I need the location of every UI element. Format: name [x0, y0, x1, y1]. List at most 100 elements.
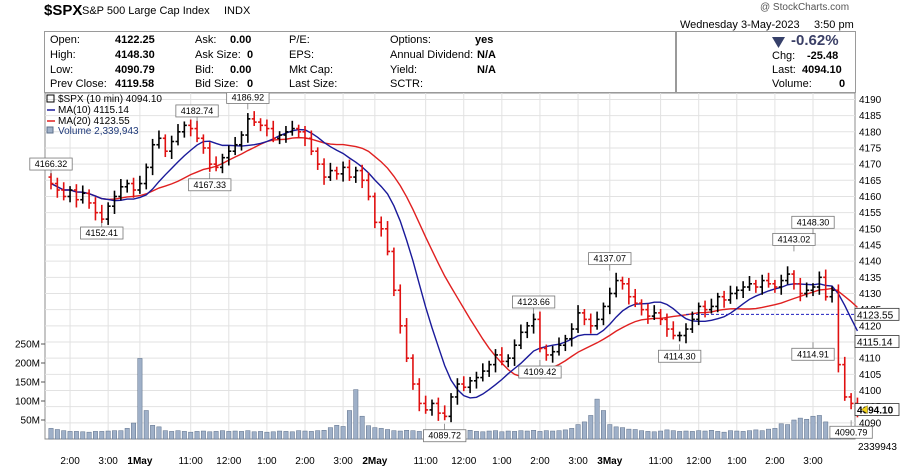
- ohlc-bar: [334, 166, 340, 180]
- bid-size-label: Bid Size:: [195, 78, 239, 90]
- volume-bar: [512, 431, 517, 440]
- volume-bar: [213, 431, 219, 440]
- bid-size-value: 0: [247, 78, 254, 90]
- ohlc-bar: [346, 159, 352, 181]
- time-tick-label: 11:00: [648, 456, 673, 467]
- ohlc-bar: [486, 360, 492, 377]
- volume-bar: [651, 431, 657, 440]
- price-tick-label: 4100: [859, 386, 882, 397]
- volume-bar: [366, 425, 371, 440]
- time-tick-label: 11:00: [414, 456, 439, 467]
- price-callout: 4166.32: [29, 157, 73, 177]
- ohlc-bar: [372, 192, 378, 229]
- ohlc-bar: [239, 131, 244, 151]
- price-tick-label: 4120: [859, 321, 882, 332]
- grid: [45, 93, 855, 439]
- price-tick-label: 4175: [859, 143, 882, 154]
- time-tick-label: 3:00: [568, 456, 588, 467]
- volume-bar: [277, 430, 283, 440]
- ohlc-bar: [61, 182, 67, 201]
- price-tick-label: 4135: [859, 273, 882, 284]
- volume-bar: [232, 430, 238, 440]
- volume-tick-label: 150M: [15, 378, 40, 389]
- ohlc-bar: [842, 356, 848, 401]
- volume-bar: [607, 424, 613, 440]
- callout-box: [772, 232, 816, 246]
- callout-box: [588, 252, 632, 266]
- high-label: High:: [50, 49, 76, 61]
- volume-bar: [327, 427, 333, 440]
- price-tick-label: 4140: [859, 257, 882, 268]
- ohlc-bar: [137, 175, 143, 194]
- ohlc-bar: [810, 283, 816, 297]
- volume-bar: [683, 430, 689, 440]
- ohlc-bar: [226, 145, 232, 166]
- ohlc-bar: [302, 125, 308, 147]
- ohlc-bar: [556, 337, 562, 356]
- callout-box: [188, 178, 232, 192]
- ohlc-bar: [620, 276, 625, 290]
- volume-bar: [353, 389, 359, 440]
- volume-bar: [708, 430, 714, 440]
- volume-bar: [283, 431, 289, 440]
- ohlc-bar: [721, 290, 727, 308]
- volume-bar: [334, 425, 340, 440]
- moving-average-lines: [50, 128, 859, 399]
- ohlc-bar: [689, 311, 695, 333]
- volume-bar: [131, 422, 137, 440]
- ohlc-bar: [626, 277, 632, 305]
- ohlc-bar: [454, 378, 460, 405]
- ohlc-bar: [537, 311, 543, 353]
- volume-bar: [569, 428, 575, 440]
- volume-bar: [194, 431, 200, 440]
- legend-ma20: MA(20) 4123.55: [58, 116, 130, 127]
- options-value: yes: [475, 34, 494, 46]
- volume-bar: [810, 415, 816, 440]
- volume-bar: [823, 421, 829, 440]
- ohlc-bar: [480, 363, 486, 382]
- yield-label: Yield:: [390, 64, 418, 76]
- ohlc-bar: [200, 134, 206, 154]
- callout-box: [791, 347, 835, 361]
- ohlc-bar: [194, 120, 200, 143]
- volume-bar: [728, 430, 733, 440]
- volume-bar: [562, 429, 568, 440]
- callout-box: [80, 226, 124, 240]
- price-callout: 4114.30: [658, 344, 702, 363]
- ask-size-label: Ask Size:: [195, 49, 241, 61]
- ma20-value-tag: 4123.55: [854, 307, 900, 321]
- volume-bar: [220, 430, 225, 440]
- volume-value: 0: [839, 78, 846, 90]
- ask-value: 0.00: [230, 34, 252, 46]
- price-tick-label: 4170: [859, 160, 882, 171]
- time-tick-label: 12:00: [451, 456, 476, 467]
- ma10-line: [50, 128, 859, 399]
- ohlc-bar: [670, 321, 676, 340]
- time-axis: 2:00 3:00 1May 11:00 12:00 1:00 2:00 3:00 2May 11…: [60, 456, 823, 467]
- ohlc-bar: [340, 161, 346, 182]
- ohlc-bar: [435, 397, 441, 421]
- volume-bar: [150, 425, 156, 440]
- volume-bar: [397, 430, 403, 440]
- ohlc-bar: [524, 321, 530, 339]
- options-label: Options:: [390, 34, 431, 46]
- ask-size-value: 0: [247, 49, 254, 61]
- price-tick-label: 4145: [859, 240, 882, 251]
- callout-box: [518, 365, 562, 379]
- ohlc-bar: [804, 282, 810, 298]
- ohlc-bar: [92, 197, 98, 221]
- ohlc-bar: [105, 202, 111, 225]
- chg-value: -25.48: [807, 50, 839, 62]
- volume-bar: [391, 430, 397, 440]
- volume-bar: [359, 415, 365, 440]
- callout-label: 4114.30: [664, 351, 696, 361]
- ohlc-bar: [80, 185, 86, 204]
- volume-bar: [385, 429, 391, 440]
- last-volume-label: 2339943: [858, 442, 897, 453]
- volume-bar: [156, 426, 162, 440]
- ohlc-bar: [531, 313, 537, 334]
- price-callout: 4152.41: [80, 221, 124, 240]
- ohlc-bar: [67, 186, 73, 203]
- ma10-value-tag-box: [854, 335, 900, 348]
- price-tick-label: 4110: [859, 354, 881, 365]
